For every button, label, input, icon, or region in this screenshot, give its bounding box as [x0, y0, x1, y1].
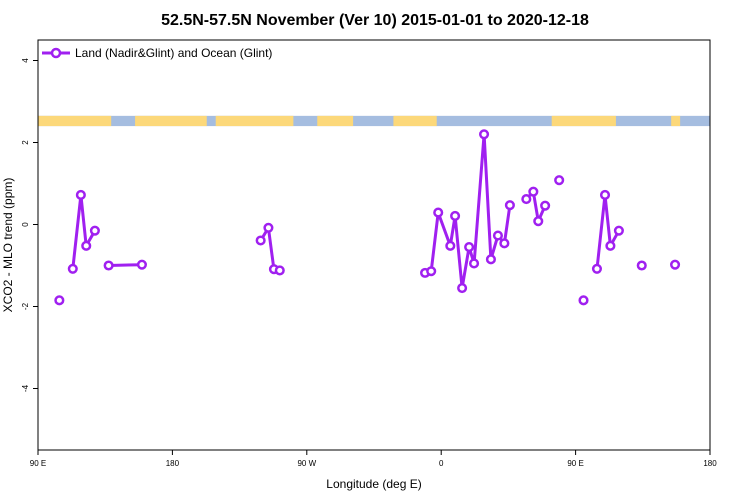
- y-tick-label: -2: [21, 302, 30, 310]
- y-tick-label: 2: [21, 140, 30, 145]
- data-point: [533, 216, 544, 227]
- data-point: [75, 189, 86, 201]
- data-point: [605, 240, 616, 251]
- data-point: [103, 260, 114, 271]
- data-point: [81, 240, 92, 251]
- legend: Land (Nadir&Glint) and Ocean (Glint): [42, 46, 272, 60]
- data-point: [492, 230, 503, 241]
- land-segment-0: [38, 115, 112, 127]
- series-line-segment: [595, 193, 621, 269]
- data-point: [54, 295, 65, 306]
- series-layer: [54, 129, 681, 306]
- x-tick-label: 90 E: [567, 459, 583, 468]
- data-point: [599, 189, 611, 201]
- land-segment-3: [317, 115, 354, 127]
- series-line-segment: [259, 226, 281, 272]
- data-point: [613, 225, 624, 236]
- land-segment-1: [135, 115, 207, 127]
- data-point: [67, 263, 78, 274]
- series-line-segment: [525, 190, 547, 223]
- land-segment-4: [393, 115, 437, 127]
- data-point: [255, 235, 266, 246]
- data-point: [479, 129, 490, 140]
- data-point: [670, 259, 681, 270]
- land-segment-5: [551, 115, 616, 127]
- data-point: [504, 200, 515, 211]
- data-point: [578, 295, 589, 306]
- data-point: [89, 225, 100, 236]
- data-point: [499, 238, 510, 249]
- series-line-segment: [71, 193, 97, 269]
- legend-marker: [50, 47, 62, 59]
- data-point: [136, 259, 147, 270]
- land-segment-2: [215, 115, 294, 127]
- x-tick-label: 90 W: [297, 459, 316, 468]
- data-point: [485, 254, 496, 265]
- data-point: [521, 194, 532, 205]
- y-tick-label: 4: [21, 58, 30, 63]
- data-point: [263, 222, 274, 233]
- x-tick-label: 180: [166, 459, 180, 468]
- y-axis-title: XCO2 - MLO trend (ppm): [1, 178, 15, 313]
- x-tick-label: 180: [703, 459, 717, 468]
- y-tick-label: 0: [21, 222, 30, 227]
- data-point: [450, 210, 461, 221]
- data-point: [540, 200, 551, 211]
- ocean-band: [38, 115, 710, 127]
- data-point: [433, 207, 444, 218]
- data-point: [464, 242, 475, 253]
- x-axis: 90 E 180 90 W 0 90 E 180: [30, 450, 717, 468]
- land-ocean-band: [38, 115, 710, 127]
- data-point: [554, 175, 565, 186]
- x-axis-title: Longitude (deg E): [326, 477, 421, 491]
- data-point: [274, 265, 285, 276]
- y-tick-label: -4: [21, 384, 30, 392]
- data-point: [445, 240, 456, 251]
- x-tick-label: 90 E: [30, 459, 46, 468]
- legend-label: Land (Nadir&Glint) and Ocean (Glint): [75, 46, 272, 60]
- x-tick-label: 0: [439, 459, 444, 468]
- plot-frame: [37, 39, 711, 451]
- data-point: [469, 258, 480, 269]
- data-point: [457, 283, 468, 294]
- data-point: [636, 260, 647, 271]
- data-point: [426, 266, 437, 277]
- y-axis: 4 2 0 -2 -4: [21, 58, 38, 392]
- land-segment-6: [671, 115, 681, 127]
- chart-title: 52.5N-57.5N November (Ver 10) 2015-01-01…: [161, 12, 589, 29]
- data-point: [591, 263, 603, 274]
- series-line-segment: [108, 263, 142, 267]
- data-point: [528, 186, 539, 197]
